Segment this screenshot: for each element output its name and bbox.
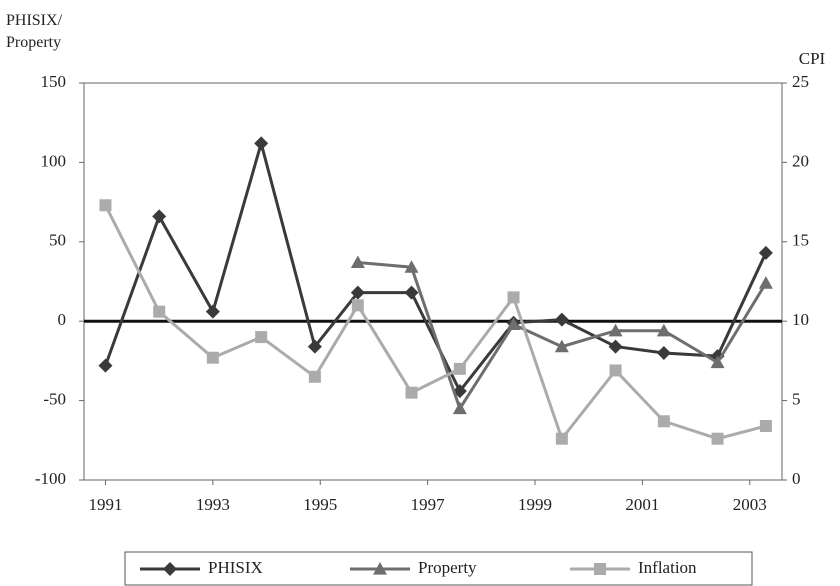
marker xyxy=(98,358,113,373)
y-tick-label: -100 xyxy=(35,469,66,488)
marker xyxy=(554,312,569,327)
marker xyxy=(608,323,623,337)
marker xyxy=(506,317,521,330)
marker xyxy=(555,432,568,445)
y2-tick-label: 0 xyxy=(792,469,801,488)
y-tick-label: 150 xyxy=(41,72,67,91)
marker xyxy=(153,305,166,318)
x-tick-label: 1993 xyxy=(196,495,230,514)
marker xyxy=(711,432,724,445)
plot-frame xyxy=(83,82,783,481)
marker xyxy=(404,260,419,273)
marker xyxy=(206,351,219,364)
y2-tick-label: 5 xyxy=(792,390,801,409)
x-tick-label: 2001 xyxy=(625,495,659,514)
marker xyxy=(609,364,622,377)
x-tick-label: 1999 xyxy=(518,495,552,514)
marker xyxy=(350,285,365,300)
x-tick-label: 1995 xyxy=(303,495,337,514)
marker xyxy=(656,323,671,337)
marker xyxy=(608,339,623,354)
marker xyxy=(255,331,268,344)
marker xyxy=(307,339,322,354)
y2-axis-label: CPI xyxy=(799,49,826,68)
marker xyxy=(758,276,773,289)
y-axis-label: PHISIX/ Property xyxy=(6,12,63,51)
series-line xyxy=(104,204,767,442)
marker xyxy=(404,285,419,300)
marker xyxy=(152,209,167,224)
marker xyxy=(405,386,418,399)
marker xyxy=(656,345,671,360)
y-tick-label: -50 xyxy=(43,390,66,409)
legend-label: Inflation xyxy=(638,558,697,577)
legend-label: Property xyxy=(418,558,477,577)
legend-marker xyxy=(594,563,606,575)
x-tick-label: 1997 xyxy=(411,495,446,514)
marker xyxy=(254,136,269,151)
marker xyxy=(507,291,520,304)
marker xyxy=(350,255,365,269)
y-tick-label: 0 xyxy=(58,310,67,329)
y2-tick-label: 15 xyxy=(792,231,809,250)
marker xyxy=(308,370,321,383)
legend-box xyxy=(124,551,753,586)
x-tick-label: 2003 xyxy=(733,495,767,514)
legend-marker xyxy=(163,562,177,576)
legend-marker xyxy=(373,562,387,575)
marker xyxy=(710,355,725,369)
y2-tick-label: 10 xyxy=(792,310,809,329)
marker xyxy=(99,199,112,212)
y-tick-label: 50 xyxy=(49,231,66,250)
legend-label: PHISIX xyxy=(208,558,263,577)
marker xyxy=(657,415,670,428)
series-line xyxy=(357,260,768,412)
marker xyxy=(452,401,467,415)
y2-tick-label: 20 xyxy=(792,151,809,170)
marker xyxy=(351,299,364,312)
marker xyxy=(205,304,220,319)
marker xyxy=(759,420,772,433)
y-tick-label: 100 xyxy=(41,151,67,170)
y2-tick-label: 25 xyxy=(792,72,809,91)
marker xyxy=(453,362,466,375)
x-tick-label: 1991 xyxy=(88,495,122,514)
marker xyxy=(758,245,773,260)
marker xyxy=(554,339,569,353)
